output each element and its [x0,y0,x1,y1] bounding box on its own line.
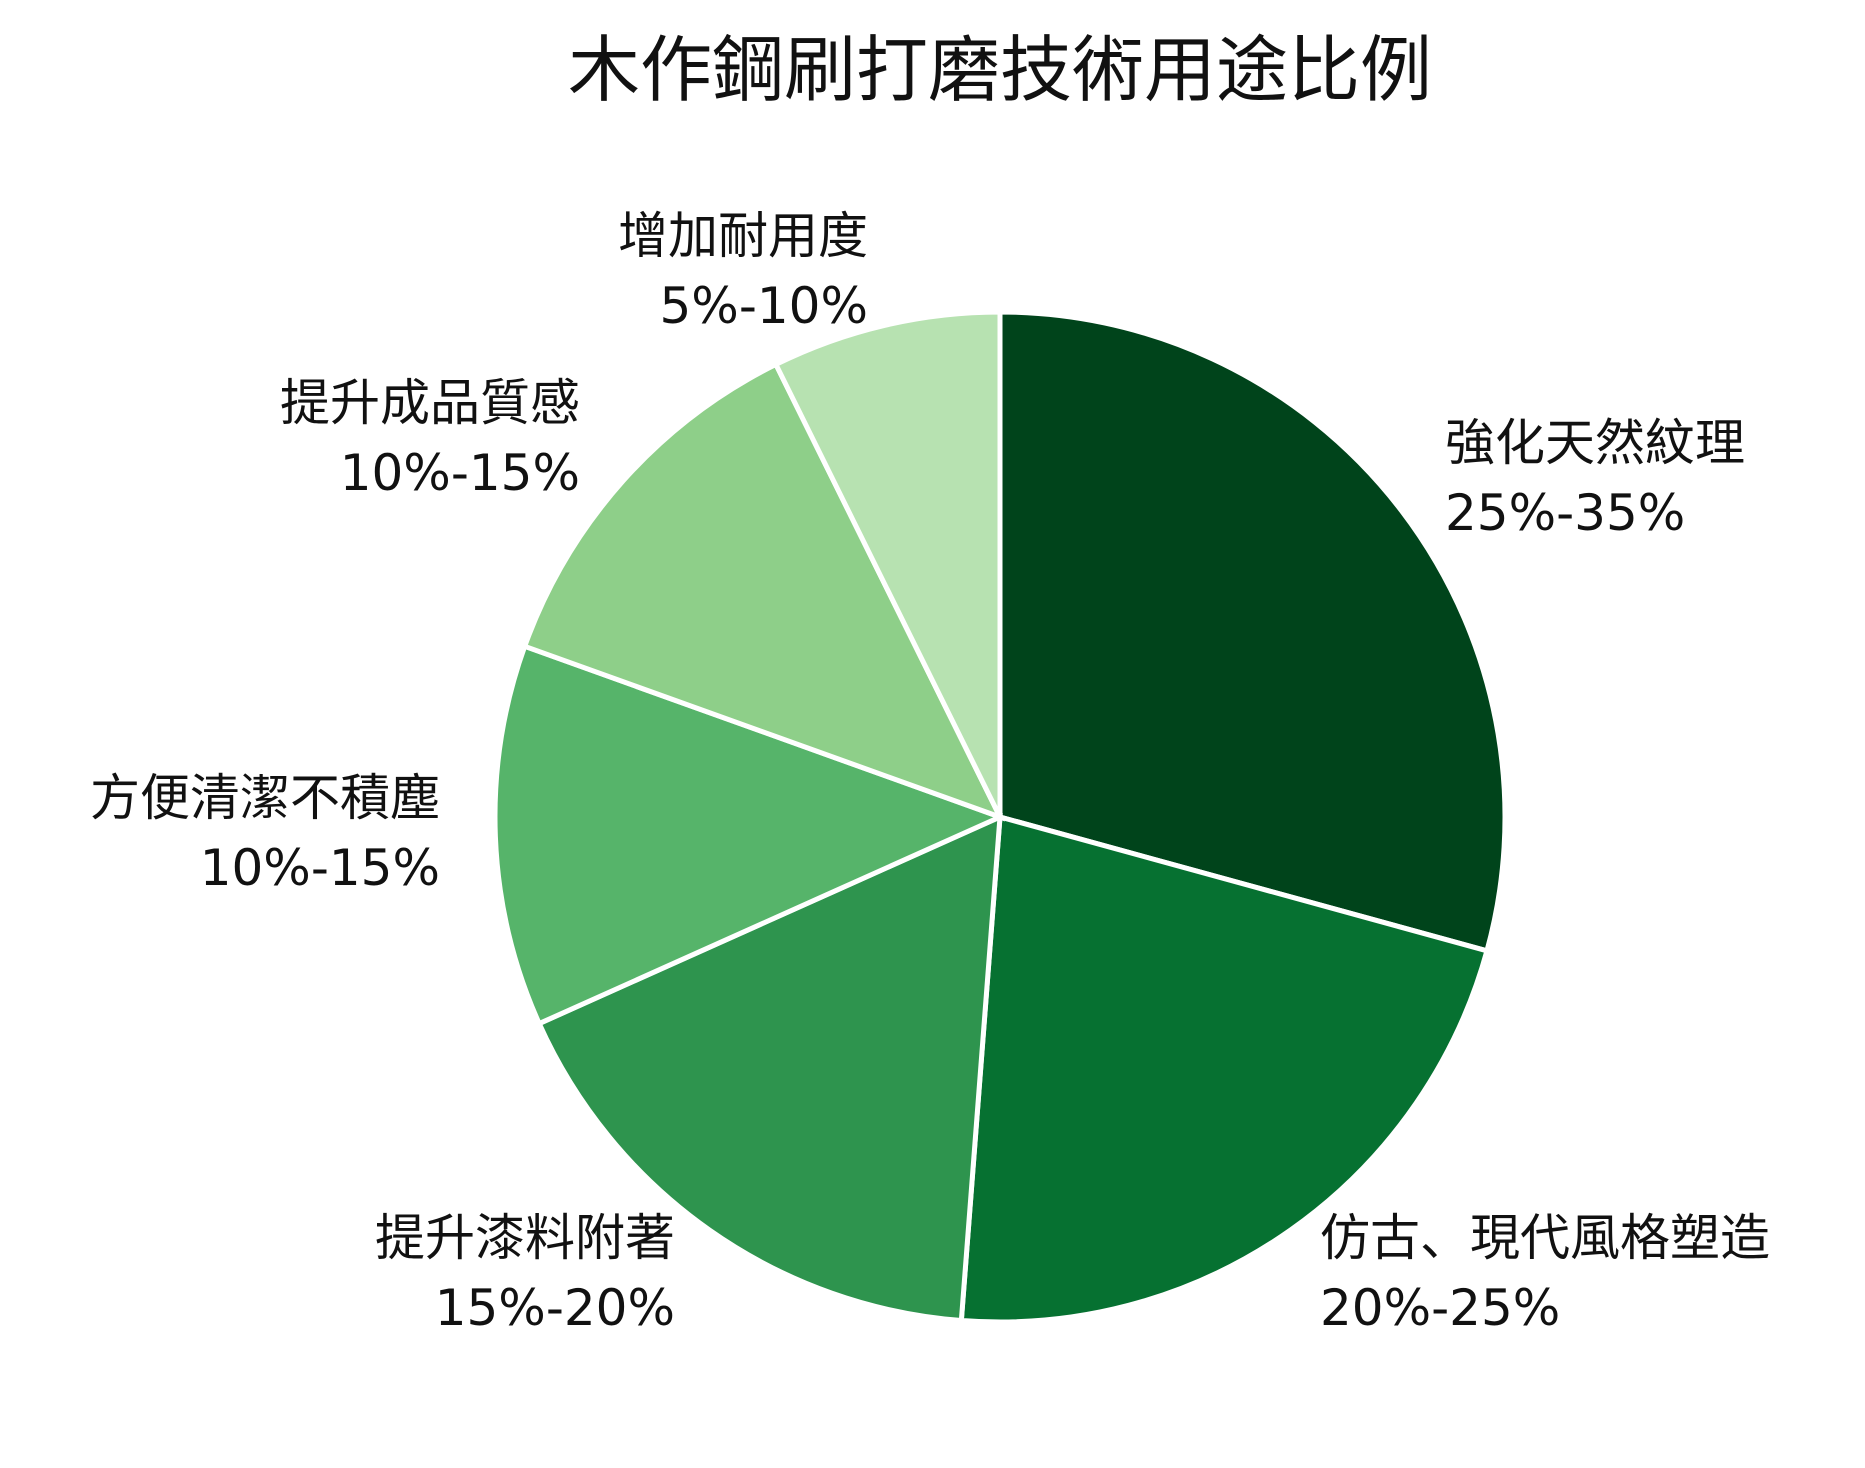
pie-slice [997,309,1508,954]
pie-slice [492,643,1007,1027]
slice-value-label: 15%-20% [435,1279,675,1337]
slice-value-label: 10%-15% [200,839,440,897]
slice-value-label: 10%-15% [340,444,580,502]
chart-title: 木作鋼刷打磨技術用途比例 [568,28,1432,112]
pie-slice [535,812,1003,1324]
slice-label: 方便清潔不積塵 [90,769,440,827]
slice-label: 仿古、現代風格塑造 [1320,1209,1770,1267]
slice-value-label: 20%-25% [1320,1279,1560,1337]
slice-label: 強化天然紋理 [1445,414,1745,472]
pie-slice [521,361,1005,822]
pie-slice [772,309,1003,819]
pie-labels: 強化天然紋理 25%-35% 仿古、現代風格塑造 20%-25% 提升漆料附著 15%-2… [90,207,1770,1337]
slice-label: 提升成品質感 [280,374,580,432]
slice-value-label: 5%-10% [660,277,869,335]
pie-slices [492,309,1508,1325]
slice-value-label: 25%-35% [1445,484,1685,542]
pie-slice [958,813,1491,1325]
slice-label: 增加耐用度 [618,207,868,265]
slice-label: 提升漆料附著 [375,1209,675,1267]
